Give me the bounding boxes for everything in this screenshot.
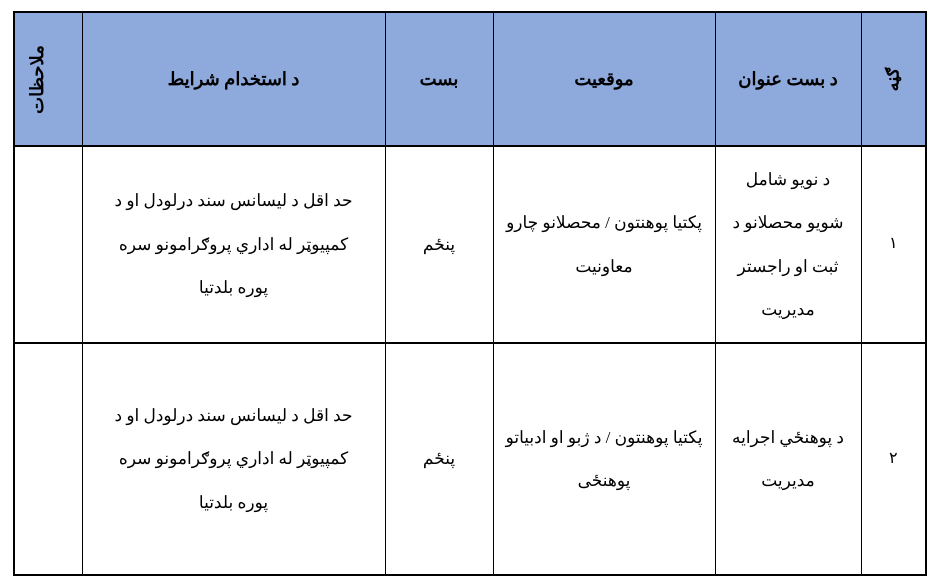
cell-row1-grade: پنځم [384,145,494,344]
header-remarks: ملاحظات [13,11,83,147]
header-post-title: د بست عنوان [714,11,862,147]
cell-row2-location: پکتیا پوهنتون / د ژبو او ادبیاتو پوهنځی [492,342,716,576]
header-grade: بست [384,11,494,147]
table-row: ۱ د نویو شامل شویو محصلانو د ثبت او راجس… [13,145,927,344]
header-number-label: ګڼه [882,67,903,91]
cell-row1-post-title: د نویو شامل شویو محصلانو د ثبت او راجستر… [714,145,862,344]
cell-row1-number: ۱ [860,145,927,344]
table-row: ۲ د پوهنځي اجرایه مدیریت پکتیا پوهنتون /… [13,342,927,576]
cell-row1-requirements: حد اقل د لیسانس سند درلودل او د کمپیوټر … [81,145,386,344]
header-remarks-label: ملاحظات [26,44,47,114]
cell-row2-requirements: حد اقل د لیسانس سند درلودل او د کمپیوټر … [81,342,386,576]
cell-row1-remarks [13,145,83,344]
header-location: موقعیت [492,11,716,147]
header-number: ګڼه [860,11,927,147]
header-requirements: د استخدام شرایط [81,11,386,147]
cell-row1-location: پکتیا پوهنتون / محصلانو چارو معاونیت [492,145,716,344]
cell-row2-number: ۲ [860,342,927,576]
cell-row2-grade: پنځم [384,342,494,576]
cell-row2-post-title: د پوهنځي اجرایه مدیریت [714,342,862,576]
vacancies-table: ګڼه د بست عنوان موقعیت بست د استخدام شرا… [13,11,927,576]
cell-row2-remarks [13,342,83,576]
table-header-row: ګڼه د بست عنوان موقعیت بست د استخدام شرا… [13,11,927,147]
